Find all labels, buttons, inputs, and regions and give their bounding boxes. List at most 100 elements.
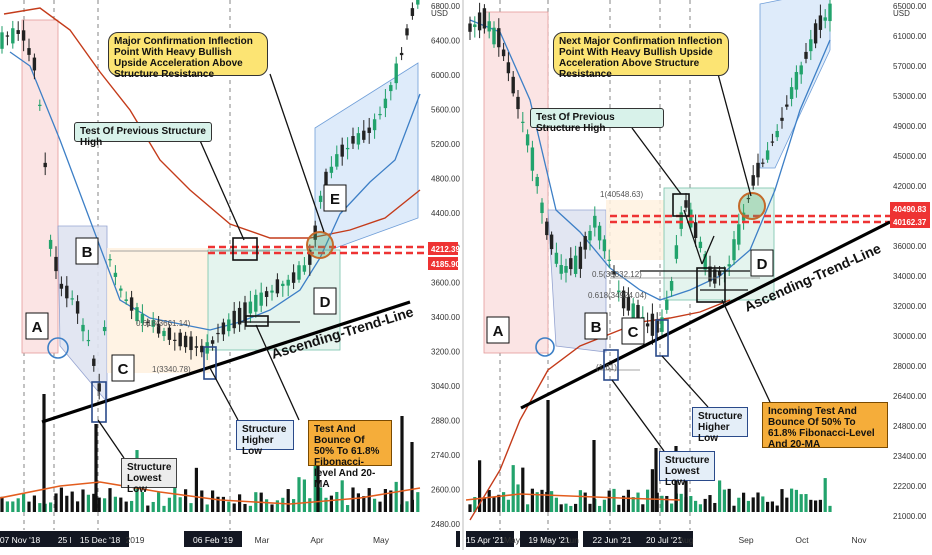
left-volume-bar [124,501,128,512]
left-volume-bar [383,489,387,512]
left-candle-body [286,279,290,286]
left-volume-bar [389,490,393,512]
left-volume-bar [140,492,144,512]
right-volume-bar [473,497,477,512]
right-candles [468,0,832,345]
left-volume-bar [11,501,15,512]
left-candle-body [281,283,285,287]
left-volume-bar [346,505,350,512]
left-candle-body [221,322,226,335]
left-volume-bar [281,497,285,512]
right-y-tick-label: 23400.00 [893,452,927,461]
right-candle-body [540,202,544,214]
right-volume-bar [502,492,506,512]
right-volume-bar [804,494,808,512]
right-wave-letter: B [591,319,602,336]
right-volume-bar [636,492,640,512]
left-x-tick-label: 07 Nov '18 [0,535,40,545]
right-candle-body [554,252,559,264]
left-volume-bar [265,499,269,512]
left-wave-letter: E [330,191,340,208]
right-zone-d [663,187,775,301]
right-y-tick-label: 42000.00 [893,182,927,191]
left-price-tag-label: 4212.39 [431,245,460,254]
left-x-tick-label: Mar [255,535,270,545]
left-zone-c [107,248,210,373]
right-x-tick-label: Nov [851,535,867,545]
right-price-tag-label: 40162.37 [893,218,927,227]
left-ma-long-line [3,7,421,239]
right-volume-bar [468,504,472,512]
left-x-tick-label: 15 Dec '18 [80,535,121,545]
right-candle-body [761,162,765,164]
left-volume-ma-line [0,481,421,505]
left-candle-body [270,290,274,293]
right-volume-bar [790,488,794,512]
right-candle-body [506,62,511,74]
left-candle-body [410,8,415,16]
left-candle-body [248,301,253,314]
right-y-tick-label: 24800.00 [893,422,927,431]
right-volume-bar [622,495,626,512]
left-volume-bar [97,497,101,512]
left-volume-bar [308,498,312,512]
left-candle-body [399,52,404,56]
right-x-tick-label: Oct [795,535,809,545]
right-circle-marker-blue [535,337,555,357]
right-y-tick-label: 49000.00 [893,122,927,131]
right-volume-bar [799,494,803,512]
left-volume-bar [146,505,150,512]
right-x-tick-label: May [504,535,521,545]
left-candle-body [162,330,166,337]
right-lowest-low-callout: Structure Lowest Low [659,451,715,488]
right-candle-body [737,224,741,245]
left-candle-body [27,48,31,55]
right-ascending-trend-line [520,220,891,410]
right-callout-connector [717,73,752,197]
right-candle-body [477,12,482,31]
left-candle-body [129,297,134,311]
right-candle-body [708,266,712,282]
right-candle-body [813,23,818,44]
right-volume-bar [641,504,645,512]
right-volume-bar [746,500,750,512]
left-candle-body [243,302,247,322]
left-candle-body [275,279,280,294]
left-candle-body [0,32,4,49]
right-candle-body [799,65,803,75]
right-wave-label-A: A [486,316,510,344]
right-candle-body [492,27,496,45]
left-candle-body [329,166,334,173]
left-candle-body [194,346,199,348]
right-volume-bar [708,495,712,512]
right-volume-bar [679,493,683,512]
left-x-tick-highlight [0,531,49,547]
left-volume-bar [243,503,247,512]
left-volume-bar [378,501,382,512]
right-wave-box [486,316,510,344]
left-price-tag-bg [428,257,458,270]
right-volume-bar [780,489,784,512]
left-y-tick-label: 6000.00 [431,71,460,80]
right-callout-connector [661,355,709,408]
right-volume-bar [828,505,832,512]
right-volume-bar [607,490,611,512]
right-candle-body [785,104,789,107]
left-volume-bar [316,458,320,512]
left-candle-body [21,30,26,41]
right-volume-bar [761,496,765,512]
left-volume-bar [405,501,409,512]
left-candle-body [200,345,204,353]
right-volume-bar [718,480,722,512]
left-candle-body [416,0,420,5]
right-volume-bar [654,448,658,512]
right-x-tick-label: Jun [565,535,579,545]
right-volume-bar [612,488,616,512]
right-candle-body [631,303,635,324]
left-y-tick-label: 2600.00 [431,485,460,494]
left-candle-body [340,144,344,157]
right-volume-bar [516,484,520,512]
right-x-tick-label: 22 Jun '21 [593,535,632,545]
right-volume-bar [684,468,688,512]
